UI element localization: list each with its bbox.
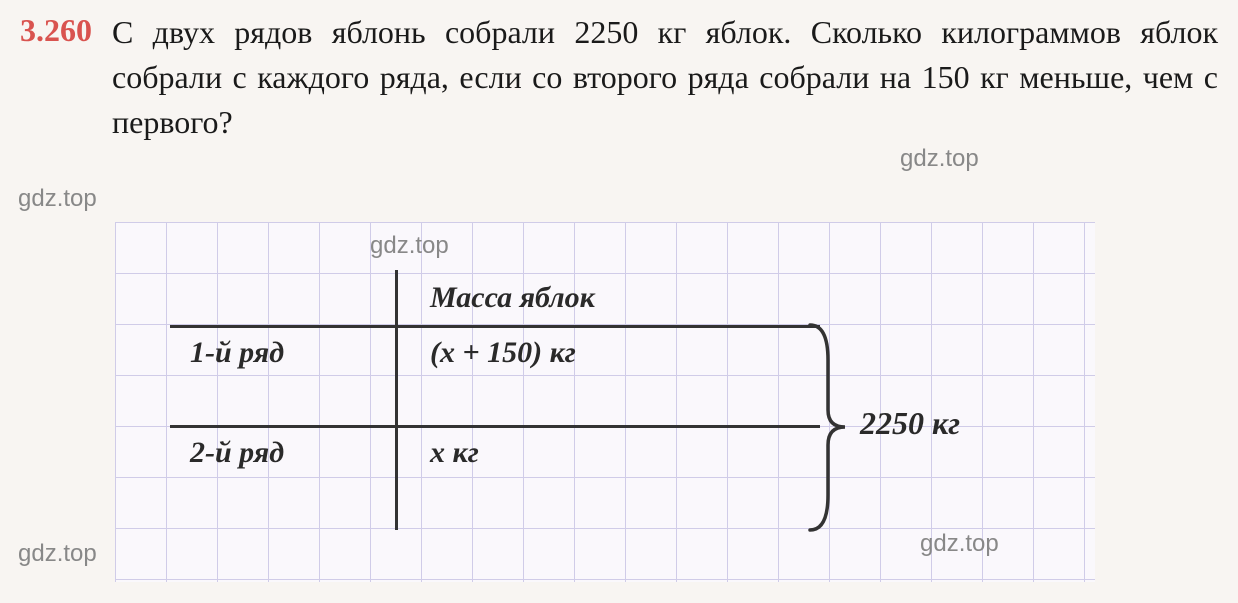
curly-brace-icon bbox=[800, 320, 850, 535]
row1-value: (x + 150) кг bbox=[400, 336, 780, 370]
table-row: 2-й ряд x кг bbox=[170, 425, 820, 477]
table-spacer bbox=[170, 377, 820, 425]
brace-total-value: 2250 кг bbox=[860, 405, 960, 442]
table-header-row: Масса яблок bbox=[170, 270, 820, 325]
problem-header: 3.260 С двух рядов яблонь собрали 2250 к… bbox=[20, 10, 1218, 144]
watermark-text: gdz.top bbox=[18, 185, 97, 213]
watermark-text: gdz.top bbox=[18, 540, 97, 568]
page-container: 3.260 С двух рядов яблонь собрали 2250 к… bbox=[0, 0, 1238, 154]
watermark-text: gdz.top bbox=[370, 232, 449, 260]
table-header-mass: Масса яблок bbox=[400, 281, 780, 315]
problem-text: С двух рядов яблонь собрали 2250 кг ябло… bbox=[112, 10, 1218, 144]
problem-number: 3.260 bbox=[20, 10, 92, 49]
solution-table: Масса яблок 1-й ряд (x + 150) кг 2-й ряд… bbox=[170, 270, 820, 477]
table-row: 1-й ряд (x + 150) кг bbox=[170, 325, 820, 377]
watermark-text: gdz.top bbox=[900, 145, 979, 173]
row2-value: x кг bbox=[400, 436, 780, 470]
row2-label: 2-й ряд bbox=[170, 436, 400, 470]
watermark-text: gdz.top bbox=[920, 530, 999, 558]
row1-label: 1-й ряд bbox=[170, 336, 400, 370]
